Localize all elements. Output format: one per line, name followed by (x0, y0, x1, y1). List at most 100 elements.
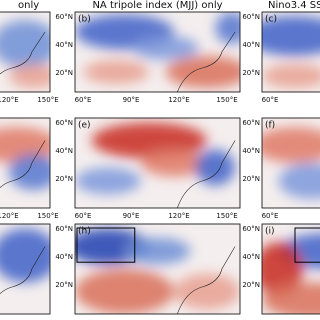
map-panel (0, 11, 51, 93)
lat-label: 40°N (242, 147, 260, 155)
lon-label: 60°E (262, 96, 279, 104)
panel-label: (b) (78, 15, 91, 25)
anomaly (174, 273, 240, 310)
map-frame (261, 11, 320, 93)
anomaly (141, 149, 207, 177)
lat-label: 20°N (55, 69, 73, 77)
coast (0, 246, 46, 295)
anomaly (75, 167, 141, 195)
coast (0, 140, 46, 189)
lon-label: 60°E (262, 212, 279, 220)
coast (177, 140, 236, 208)
lat-label: 60°N (55, 225, 73, 233)
map-frame (261, 117, 320, 209)
anomaly-field (75, 122, 236, 195)
coastline (177, 31, 236, 92)
region-box (294, 227, 320, 263)
lon-label: 90°E (123, 212, 140, 220)
map-panel (0, 223, 51, 315)
panel-title: only (18, 0, 39, 11)
lon-label: 120°E (168, 212, 189, 220)
coastline (177, 246, 236, 314)
map-frame (0, 11, 51, 93)
panel-label: (h) (78, 227, 91, 237)
anomaly-field (262, 16, 320, 88)
panel-label: (i) (265, 227, 275, 237)
anomaly (262, 242, 304, 296)
lon-label: 120°E (0, 96, 19, 104)
map-panel (261, 11, 320, 93)
anomaly (75, 269, 174, 314)
anomaly (215, 12, 240, 44)
anomaly-field (75, 228, 240, 314)
anomaly (124, 237, 191, 265)
coastline (0, 246, 46, 295)
anomaly-field (262, 127, 320, 199)
anomaly (165, 56, 240, 88)
lat-label: 20°N (242, 281, 260, 289)
lon-label: 60°E (75, 96, 92, 104)
map-panel (261, 223, 320, 315)
anomaly (278, 163, 320, 199)
lat-label: 40°N (242, 253, 260, 261)
panel-label: (c) (265, 15, 277, 25)
map-panel (74, 223, 241, 315)
anomaly (83, 60, 150, 84)
anomaly (8, 154, 50, 190)
coastline (0, 140, 46, 189)
coastline (177, 140, 236, 208)
coast (177, 31, 236, 92)
anomaly-field (0, 228, 50, 283)
map-frame (0, 117, 51, 209)
anomaly (8, 64, 50, 88)
map-panel (74, 117, 241, 209)
coast (177, 246, 236, 314)
anomaly (0, 20, 50, 68)
panel-label: (f) (265, 121, 275, 131)
lat-label: 40°N (55, 41, 73, 49)
panel-label: (e) (78, 121, 91, 131)
anomaly (262, 127, 320, 163)
lat-label: 20°N (55, 175, 73, 183)
anomaly (195, 149, 236, 186)
lon-label: 90°E (123, 96, 140, 104)
lon-label: 150°E (216, 212, 237, 220)
lat-label: 20°N (242, 175, 260, 183)
anomaly-field (0, 127, 50, 190)
anomaly-field (262, 233, 320, 314)
lat-label: 20°N (242, 69, 260, 77)
anomaly (0, 228, 50, 283)
map-frame (74, 11, 241, 93)
map-frame (261, 223, 320, 315)
lat-label: 60°N (242, 13, 260, 21)
map-panel (74, 11, 241, 93)
map-panel (0, 117, 51, 209)
map-frame (0, 223, 51, 315)
lat-label: 40°N (242, 41, 260, 49)
lon-label: 150°E (216, 96, 237, 104)
lat-label: 20°N (55, 281, 73, 289)
coast (0, 31, 46, 75)
lat-label: 60°N (55, 119, 73, 127)
lat-label: 40°N (55, 253, 73, 261)
anomaly-field (0, 20, 50, 88)
lon-label: 120°E (0, 212, 19, 220)
lat-label: 60°N (242, 225, 260, 233)
lat-label: 60°N (55, 13, 73, 21)
anomaly (262, 64, 320, 88)
anomaly (91, 122, 207, 159)
map-frame (74, 117, 241, 209)
anomaly (132, 36, 199, 60)
anomaly (262, 282, 320, 314)
map-panel (261, 117, 320, 209)
lat-label: 60°N (242, 119, 260, 127)
lon-label: 150°E (37, 212, 58, 220)
panel-title: Nino3.4 SST (268, 0, 320, 11)
panel-title: NA tripole index (MJJ) only (92, 0, 222, 11)
anomaly (262, 16, 320, 56)
lat-label: 40°N (55, 147, 73, 155)
coastline (0, 31, 46, 75)
region-box (76, 227, 136, 263)
lon-label: 120°E (168, 96, 189, 104)
